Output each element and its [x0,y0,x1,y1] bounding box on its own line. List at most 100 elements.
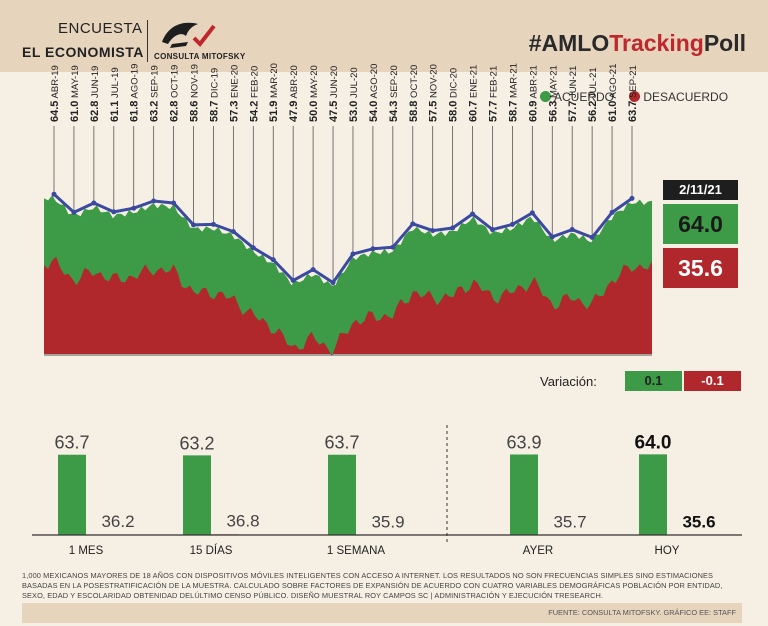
point-value: 61.8 [129,101,141,122]
disagree-bar-label: 35.7 [553,512,586,531]
point-label: 60.7 ENE-21 [468,65,480,122]
point-month: JUN-20 [329,66,340,101]
point-label: 62.8 OCT-19 [169,65,181,122]
category-label: 1 SEMANA [327,545,385,557]
point-value: 64.5 [49,101,61,122]
mitofsky-logo-icon [162,22,216,48]
category-label: HOY [655,545,680,557]
point-month: MAY-20 [309,65,320,100]
point-label: 60.9 ABR-21 [527,65,539,122]
comparison-bar-chart: 63.7 36.2 1 MES 63.2 36.8 15 DÍAS 63.7 35.9 1 SE… [32,425,742,557]
point-month: MAY-21 [548,65,559,100]
point-label: 61.8 AGO-19 [129,64,141,122]
point-label: 62.8 JUN-19 [89,66,101,122]
point-month: AGO-19 [130,64,141,101]
point-value: 50.0 [308,101,320,122]
hashtag-title: #AMLOTrackingPoll [529,30,746,57]
point-label: 58.8 OCT-20 [408,65,420,122]
data-point [230,229,236,235]
variation-label: Variación: [540,374,597,389]
point-label: 58.7 DIC-19 [208,68,220,122]
point-label: 58.0 DIC-20 [448,68,460,122]
legend-disagree-dot [629,91,641,102]
point-value: 56.2 [587,101,599,122]
point-value: 51.9 [268,101,280,122]
point-value: 63.7 [627,101,639,122]
point-label: 64.5 ABR-19 [49,65,61,122]
point-label: 61.0 MAY-19 [69,65,81,122]
point-label: 57.3 ENE-20 [228,65,240,122]
point-month: DIC-19 [209,68,220,101]
variation-agree: 0.1 [625,371,682,391]
source-text: FUENTE: CONSULTA MITOFSKY. GRÁFICO EE: S… [548,608,736,617]
point-value: 60.7 [468,101,480,122]
point-month: SEP-19 [150,65,161,100]
brand-el-economista: EL ECONOMISTA [22,44,144,60]
data-point [370,246,376,252]
point-month: JUN-21 [568,66,579,101]
point-month: OCT-20 [409,65,420,101]
point-label: 56.3 MAY-21 [547,65,559,122]
point-value: 58.7 [208,101,220,122]
agree-bar-label: 63.2 [179,433,214,453]
data-point [191,222,197,228]
point-month: SEP-21 [628,65,639,100]
hashtag-suffix: Poll [703,30,746,56]
point-month: MAR-20 [269,63,280,100]
point-value: 58.7 [507,101,519,122]
tracking-line-chart: 64.5 ABR-19 61.0 MAY-19 62.8 JUN-19 61.1 JU… [44,63,652,357]
point-label: 63.7 SEP-21 [627,65,639,122]
point-value: 57.7 [567,101,579,122]
point-label: 58.6 NOV-19 [189,64,201,122]
data-point [410,221,416,227]
point-label: 57.5 NOV-20 [428,64,440,122]
point-value: 60.9 [527,101,539,122]
point-label: 53.0 JUL-20 [348,67,360,122]
methodology-footnote: 1,000 MEXICANOS MAYORES DE 18 AÑOS CON D… [22,571,723,600]
agree-bar-label: 64.0 [635,432,672,453]
point-value: 57.5 [428,101,440,122]
point-value: 62.8 [89,101,101,122]
data-point [430,228,436,234]
point-month: MAR-21 [508,63,519,100]
point-value: 58.0 [448,101,460,122]
point-label: 58.7 MAR-21 [507,63,519,122]
point-label: 54.0 AGO-20 [368,64,380,122]
point-month: AGO-21 [608,64,619,101]
brand-encuesta: ENCUESTA [58,20,143,37]
data-point [310,267,316,273]
point-label: 54.2 FEB-20 [248,66,260,122]
agree-bar [639,454,667,535]
point-month: ABR-19 [50,65,61,100]
data-point [350,251,356,257]
point-month: JUL-20 [349,67,360,100]
point-month: MAY-19 [70,65,81,100]
point-month: DIC-20 [449,68,460,101]
agree-bar-label: 63.7 [54,433,89,453]
chart-legend: ACUERDO DESACUERDO [540,90,740,104]
point-month: ABR-20 [289,65,300,100]
point-month: JUL-21 [588,67,599,100]
legend-agree: ACUERDO [540,90,614,104]
data-point [509,221,515,227]
data-point [330,280,336,286]
legend-disagree: DESACUERDO [629,90,728,104]
data-point [131,205,137,211]
header-band: ENCUESTA EL ECONOMISTA CONSULTA MITOFSKY… [0,0,768,72]
point-label: 54.3 SEP-20 [388,65,400,122]
disagree-bar-label: 35.9 [371,512,404,531]
point-label: 56.2 JUL-21 [587,67,599,122]
point-label: 63.2 SEP-19 [149,65,161,122]
point-value: 47.9 [288,101,300,122]
point-month: ENE-20 [229,65,240,101]
data-point [111,209,117,215]
point-label: 57.7 JUN-21 [567,66,579,122]
data-point [569,227,575,233]
data-point [549,234,555,240]
disagree-bar-label: 36.2 [101,512,134,531]
agree-bar [58,454,86,535]
data-point [290,278,296,284]
data-point [51,191,57,197]
latest-agree-value: 64.0 [663,204,738,244]
category-label: 1 MES [69,545,104,557]
